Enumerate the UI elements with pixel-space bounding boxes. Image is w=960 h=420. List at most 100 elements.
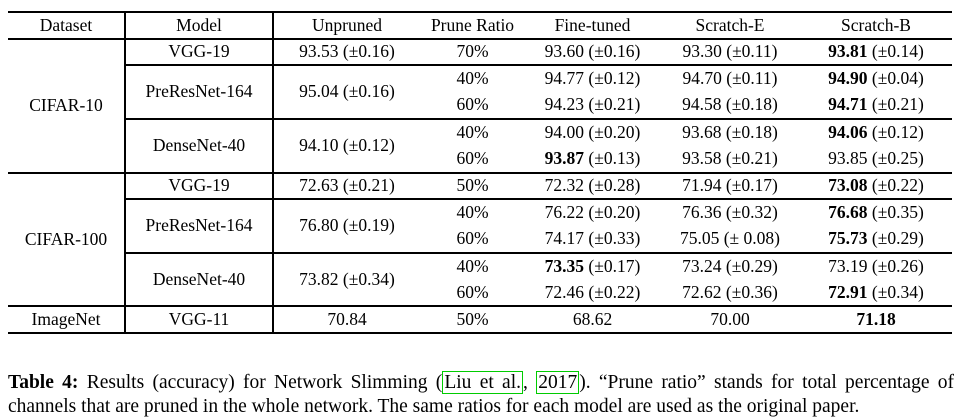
accuracy-value: 71.18: [856, 308, 896, 329]
scratch-e-cell: 94.70 (±0.11): [660, 65, 800, 92]
stddev-value: (±0.26): [867, 256, 924, 277]
finetuned-cell: 72.46 (±0.22): [525, 280, 660, 307]
results-table: Dataset Model Unpruned Prune Ratio Fine-tune…: [8, 11, 952, 334]
finetuned-cell: 93.60 (±0.16): [525, 39, 660, 66]
scratch-e-cell: 75.05 (± 0.08): [660, 226, 800, 254]
table-row: CIFAR-10 VGG-19 93.53 (±0.16) 70% 93.60 (±0.…: [8, 39, 952, 174]
table-row: DenseNet-40 94.10 (±0.12) 40% 94.00 (±0.20)…: [8, 119, 952, 174]
accuracy-value: 93.60: [544, 41, 585, 62]
prune-ratio-cell: 60%: [420, 226, 525, 254]
column-header-scratch-b: Scratch-B: [800, 12, 952, 40]
accuracy-value: 70.84: [327, 308, 367, 329]
unpruned-cell: 94.10 (±0.12): [273, 119, 420, 174]
prune-ratio-cell: 40%: [456, 122, 489, 143]
stddev-value: (±0.16): [338, 41, 395, 62]
table-row: ImageNet VGG-11 70.84 50% 68.62 70.00 71.18: [8, 306, 952, 334]
model-cell: VGG-19: [125, 173, 274, 200]
stddev-value: (±0.18): [721, 122, 778, 143]
scratch-b-cell: 93.81 (±0.14): [800, 39, 952, 66]
stddev-value: (±0.33): [584, 228, 641, 249]
accuracy-value: 76.22: [544, 202, 585, 223]
accuracy-value: 75.05: [679, 228, 720, 249]
caption-label: Table 4:: [8, 371, 79, 393]
stddev-value: (±0.22): [584, 281, 641, 302]
stddev-value: (±0.16): [584, 41, 641, 62]
scratch-e-cell: 71.94 (±0.17): [660, 173, 800, 200]
citation-link-author[interactable]: Liu et al.: [442, 370, 524, 394]
dataset-cell: CIFAR-10: [8, 39, 126, 174]
prune-ratio-cell: 40%: [456, 202, 489, 223]
scratch-b-cell: 76.68 (±0.35): [800, 199, 952, 226]
finetuned-cell: 94.23 (±0.21): [525, 92, 660, 120]
stddev-value: (±0.21): [721, 148, 778, 169]
model-cell: PreResNet-164: [125, 199, 274, 254]
stddev-value: (±0.13): [584, 148, 641, 169]
table-row: 60% 94.23 (±0.21) 94.58 (±0.18) 94.71 (±0.2…: [8, 92, 952, 120]
prune-ratio-cell: 70%: [420, 39, 525, 66]
prune-ratio-cell: 60%: [420, 92, 525, 120]
scratch-b-cell: 72.91 (±0.34): [800, 280, 952, 307]
unpruned-cell: 73.82 (±0.34): [273, 253, 420, 307]
prune-ratio-cell: 60%: [420, 146, 525, 174]
accuracy-value: 71.94: [682, 175, 722, 196]
dataset-cell: ImageNet: [8, 306, 126, 334]
accuracy-value: 94.77: [544, 68, 585, 89]
stddev-value: (±0.34): [338, 268, 395, 289]
stddev-value: (±0.16): [338, 81, 395, 102]
scratch-b-cell: 94.90 (±0.04): [800, 65, 952, 92]
model-cell: VGG-19: [125, 39, 274, 66]
citation-link-year[interactable]: 2017: [536, 370, 580, 394]
stddev-value: (± 0.08): [719, 228, 780, 249]
unpruned-cell: 72.63 (±0.21): [273, 173, 420, 200]
scratch-e-cell: 93.30 (±0.11): [660, 39, 800, 66]
stddev-value: (±0.34): [867, 281, 924, 302]
scratch-b-cell: 71.18: [800, 306, 952, 334]
stddev-value: (±0.11): [721, 68, 778, 89]
accuracy-value: 70.00: [710, 308, 750, 329]
scratch-b-cell: 94.71 (±0.21): [800, 92, 952, 120]
stddev-value: (±0.22): [867, 175, 924, 196]
unpruned-cell: 76.80 (±0.19): [273, 199, 420, 254]
finetuned-cell: 94.77 (±0.12): [525, 65, 660, 92]
accuracy-value: 93.87: [544, 148, 585, 169]
table-row: PreResNet-164 76.80 (±0.19) 40% 76.22 (±0.2…: [8, 199, 952, 254]
accuracy-value: 68.62: [572, 308, 613, 329]
column-header-unpruned: Unpruned: [273, 12, 420, 40]
unpruned-cell: 93.53 (±0.16): [273, 39, 420, 66]
accuracy-value: 94.10: [299, 135, 339, 156]
column-header-dataset: Dataset: [8, 12, 126, 40]
accuracy-value: 76.68: [828, 202, 868, 223]
table-header-row: Dataset Model Unpruned Prune Ratio Fine-tune…: [8, 12, 952, 40]
stddev-value: (±0.36): [721, 281, 778, 302]
stddev-value: (±0.14): [867, 41, 924, 62]
unpruned-cell: 70.84: [273, 306, 420, 334]
finetuned-cell: 73.35 (±0.17): [525, 253, 660, 280]
accuracy-value: 94.90: [828, 68, 868, 89]
accuracy-value: 75.73: [828, 228, 868, 249]
stddev-value: (±0.21): [584, 94, 641, 115]
accuracy-value: 74.17: [544, 228, 585, 249]
stddev-value: (±0.18): [721, 94, 778, 115]
accuracy-value: 93.58: [682, 148, 722, 169]
caption-text-after: ). “Prune ratio” stands for total percen…: [8, 371, 955, 418]
prune-ratio-cell: 50%: [420, 173, 525, 200]
accuracy-value: 72.62: [682, 281, 722, 302]
column-header-model: Model: [125, 12, 274, 40]
stddev-value: (±0.20): [584, 122, 641, 143]
accuracy-value: 94.58: [682, 94, 722, 115]
dataset-cell: CIFAR-100: [8, 173, 126, 307]
model-cell: PreResNet-164: [125, 65, 274, 120]
stddev-value: (±0.12): [867, 122, 924, 143]
stddev-value: (±0.28): [584, 175, 641, 196]
stddev-value: (±0.21): [338, 175, 395, 196]
scratch-e-cell: 72.62 (±0.36): [660, 280, 800, 307]
accuracy-value: 76.80: [299, 215, 339, 236]
finetuned-cell: 74.17 (±0.33): [525, 226, 660, 254]
column-header-prune-ratio: Prune Ratio: [420, 12, 525, 40]
table-row: 60% 72.46 (±0.22) 72.62 (±0.36) 72.91 (±0.3…: [8, 280, 952, 307]
stddev-value: (±0.19): [338, 215, 395, 236]
scratch-b-cell: 73.08 (±0.22): [800, 173, 952, 200]
scratch-b-cell: 73.19 (±0.26): [800, 253, 952, 280]
stddev-value: (±0.11): [721, 41, 778, 62]
accuracy-value: 93.53: [299, 41, 339, 62]
